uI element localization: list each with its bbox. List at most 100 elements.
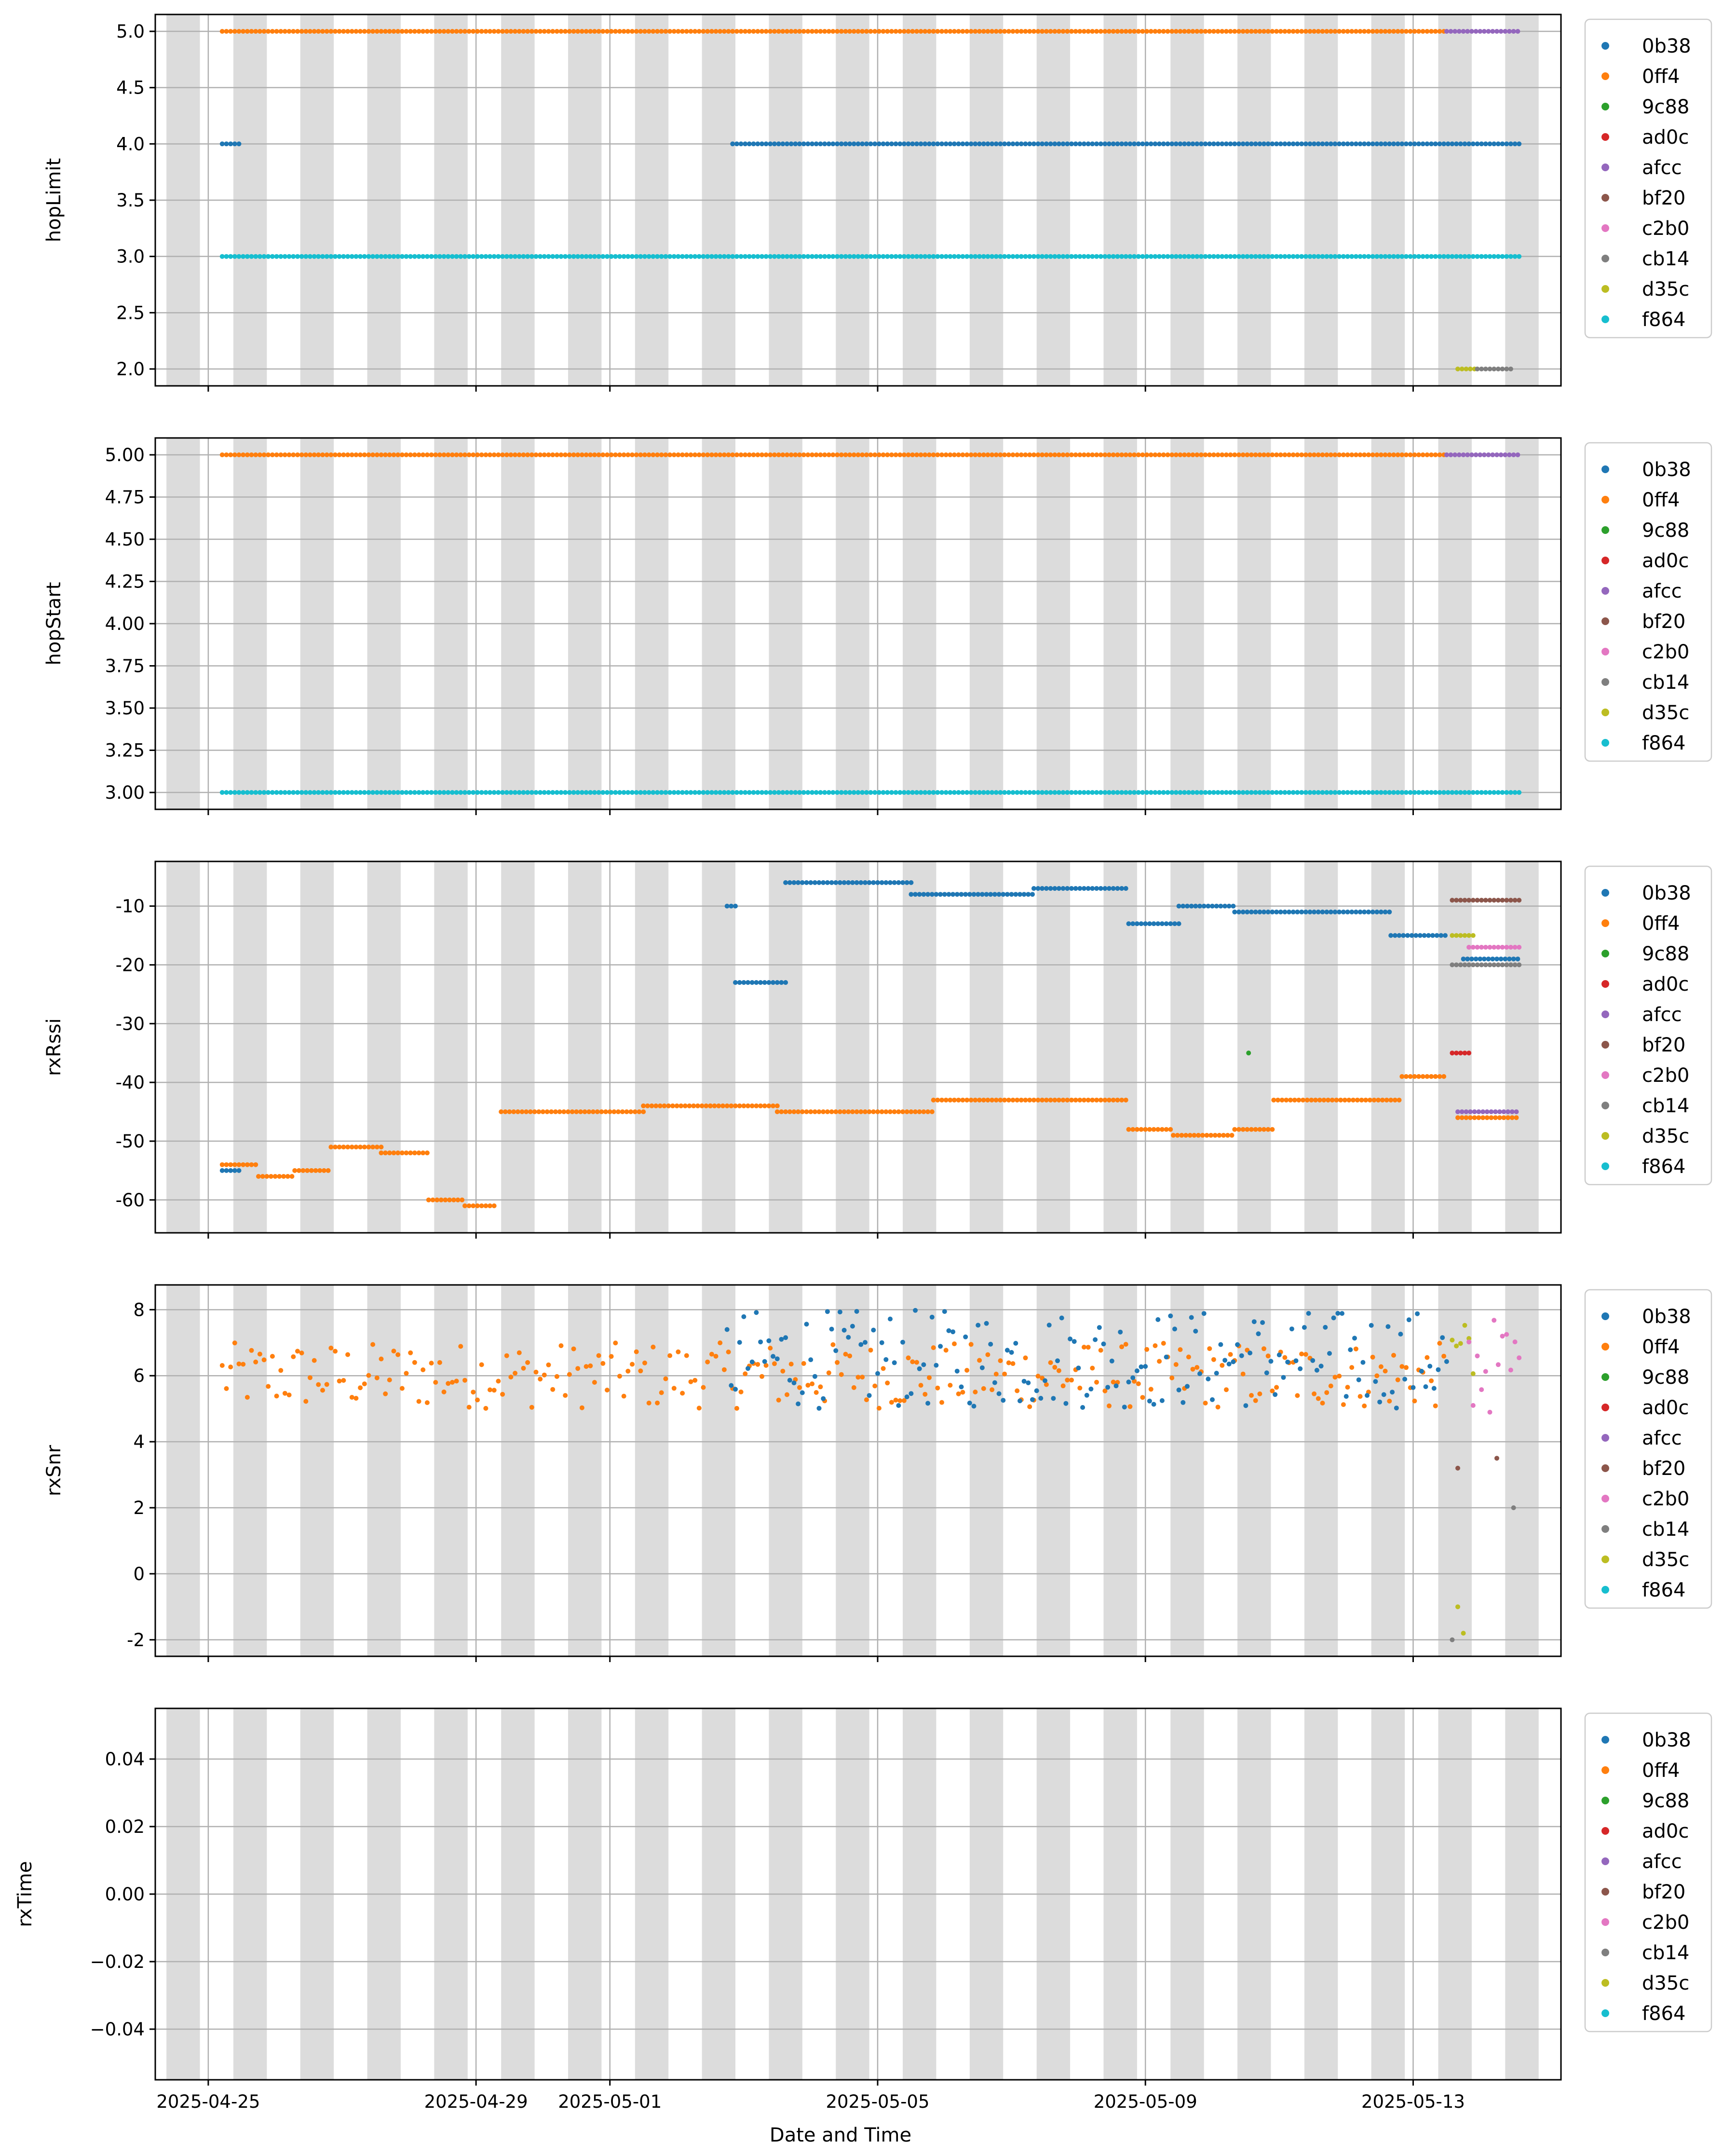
point-0ff4 (1211, 1357, 1216, 1362)
point-0b38 (1048, 141, 1053, 147)
point-0ff4 (538, 29, 543, 34)
point-0ff4 (349, 452, 354, 457)
y-axis-label: hopStart (43, 582, 65, 666)
point-f864 (228, 254, 233, 259)
point-0ff4 (1107, 29, 1112, 34)
point-0ff4 (1224, 452, 1229, 457)
point-0ff4 (1303, 1352, 1308, 1357)
point-bf20 (1495, 898, 1501, 903)
point-f864 (1270, 254, 1275, 259)
point-0ff4 (316, 1382, 321, 1387)
point-0b38 (826, 141, 831, 147)
point-0ff4 (328, 29, 334, 34)
point-0ff4 (266, 452, 271, 457)
point-0b38 (1010, 141, 1016, 147)
point-bf20 (1458, 898, 1463, 903)
point-0ff4 (952, 29, 957, 34)
point-0ff4 (358, 1145, 363, 1150)
point-f864 (709, 790, 714, 795)
legend-entry-0b38: 0b38 (1642, 1306, 1691, 1328)
point-0ff4 (450, 1379, 455, 1385)
point-0ff4 (646, 452, 651, 457)
point-bf20 (1487, 898, 1492, 903)
point-0ff4 (667, 29, 673, 34)
point-0ff4 (1161, 29, 1166, 34)
point-f864 (1445, 254, 1451, 259)
point-0b38 (1253, 909, 1258, 914)
point-f864 (270, 790, 275, 795)
point-0ff4 (533, 29, 539, 34)
point-f864 (266, 254, 271, 259)
point-f864 (906, 790, 911, 795)
point-f864 (780, 790, 786, 795)
point-0ff4 (977, 452, 982, 457)
point-0b38 (785, 141, 789, 147)
point-0b38 (1094, 141, 1099, 147)
point-0ff4 (387, 1150, 392, 1156)
point-0ff4 (896, 1109, 901, 1114)
point-f864 (383, 254, 388, 259)
point-0ff4 (1316, 1396, 1321, 1401)
point-0ff4 (692, 452, 698, 457)
point-0b38 (1470, 141, 1476, 147)
point-0ff4 (1015, 29, 1020, 34)
point-f864 (563, 790, 568, 795)
point-f864 (341, 790, 346, 795)
point-0ff4 (696, 1405, 702, 1411)
point-f864 (1374, 254, 1380, 259)
point-f864 (718, 790, 723, 795)
x-tick-label: 2025-05-05 (826, 2091, 929, 2112)
point-0ff4 (607, 1109, 612, 1114)
point-0ff4 (847, 29, 853, 34)
point-0b38 (1013, 892, 1018, 897)
point-0ff4 (868, 29, 873, 34)
point-0ff4 (399, 29, 405, 34)
point-0ff4 (692, 1378, 698, 1383)
point-f864 (948, 790, 953, 795)
legend-marker-ad0c (1601, 980, 1609, 988)
point-0b38 (774, 1356, 780, 1362)
point-0b38 (754, 980, 759, 985)
point-0b38 (841, 880, 847, 885)
point-0ff4 (466, 29, 472, 34)
point-bf20 (1504, 898, 1509, 903)
point-0ff4 (977, 1358, 982, 1363)
legend-marker-f864 (1601, 1162, 1609, 1170)
point-d35c (1466, 933, 1472, 938)
point-f864 (1123, 790, 1128, 795)
point-f864 (236, 254, 242, 259)
point-0b38 (760, 141, 764, 147)
point-f864 (1362, 254, 1367, 259)
point-afcc (1489, 1109, 1494, 1114)
point-f864 (558, 254, 564, 259)
point-0b38 (796, 880, 801, 885)
legend-box (1584, 442, 1712, 762)
point-0ff4 (383, 29, 388, 34)
point-0ff4 (1221, 1133, 1226, 1138)
point-d35c (1458, 933, 1463, 938)
point-0b38 (1240, 141, 1246, 147)
point-ad0c (1462, 1051, 1467, 1056)
point-0ff4 (249, 452, 254, 457)
point-0ff4 (549, 1109, 554, 1114)
point-f864 (1211, 790, 1216, 795)
point-0ff4 (1147, 1127, 1152, 1132)
y-tick-label: -40 (116, 1072, 145, 1093)
legend-marker-afcc (1601, 587, 1609, 595)
point-0ff4 (726, 29, 731, 34)
point-d35c (1455, 1604, 1461, 1610)
point-0ff4 (1376, 1097, 1381, 1103)
point-0ff4 (780, 452, 786, 457)
point-0b38 (1034, 1388, 1039, 1393)
point-f864 (1312, 790, 1317, 795)
point-0b38 (1273, 1392, 1278, 1397)
point-0b38 (1051, 1396, 1056, 1401)
legend-marker-bf20 (1601, 1464, 1609, 1472)
point-0ff4 (726, 1350, 731, 1354)
point-f864 (1082, 790, 1086, 795)
point-0ff4 (542, 29, 547, 34)
point-0ff4 (1472, 1115, 1477, 1120)
point-d35c (1468, 367, 1473, 371)
point-0b38 (1423, 1384, 1428, 1389)
